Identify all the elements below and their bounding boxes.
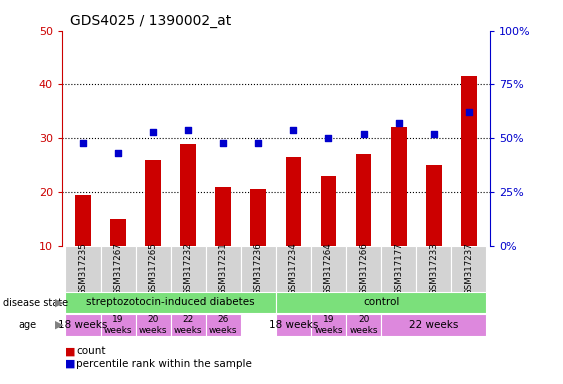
Point — [394, 120, 403, 126]
Bar — [320, 176, 336, 246]
Text: GSM317177: GSM317177 — [394, 242, 403, 295]
Text: 20
weeks: 20 weeks — [139, 315, 167, 334]
Text: GSM317267: GSM317267 — [114, 242, 123, 295]
Text: GSM317231: GSM317231 — [219, 242, 228, 295]
Point — [429, 131, 438, 137]
Bar — [65, 246, 101, 292]
Point — [359, 131, 368, 137]
Bar — [461, 76, 477, 246]
Point — [254, 139, 263, 146]
Point — [78, 139, 87, 146]
Bar — [136, 246, 171, 292]
Bar — [171, 246, 205, 292]
Bar — [276, 314, 311, 336]
Bar — [346, 314, 381, 336]
Text: GSM317232: GSM317232 — [184, 242, 193, 295]
Text: 22
weeks: 22 weeks — [174, 315, 203, 334]
Bar — [180, 144, 196, 246]
Text: count: count — [76, 346, 105, 356]
Bar — [311, 246, 346, 292]
Text: GSM317237: GSM317237 — [464, 242, 473, 295]
Point — [184, 127, 193, 133]
Bar — [426, 165, 441, 246]
Bar — [101, 246, 136, 292]
Text: GSM317265: GSM317265 — [149, 242, 158, 295]
Bar — [391, 127, 406, 246]
Bar — [251, 189, 266, 246]
Text: 19
weeks: 19 weeks — [104, 315, 132, 334]
Text: GSM317266: GSM317266 — [359, 242, 368, 295]
Bar — [101, 314, 136, 336]
Bar — [205, 246, 241, 292]
Text: 26
weeks: 26 weeks — [209, 315, 238, 334]
Point — [324, 135, 333, 141]
Text: disease state: disease state — [3, 298, 68, 308]
Bar — [451, 246, 486, 292]
Bar — [110, 219, 126, 246]
Bar — [276, 246, 311, 292]
Bar — [416, 246, 451, 292]
Bar — [145, 160, 161, 246]
Point — [114, 150, 123, 156]
Bar — [381, 246, 416, 292]
Bar — [136, 314, 171, 336]
Text: 22 weeks: 22 weeks — [409, 320, 458, 330]
Point — [464, 109, 473, 116]
Text: GSM317236: GSM317236 — [254, 242, 263, 295]
Point — [149, 129, 158, 135]
Bar — [65, 292, 276, 313]
Text: ▶: ▶ — [55, 298, 63, 308]
Bar — [356, 154, 372, 246]
Text: 18 weeks: 18 weeks — [269, 320, 318, 330]
Point — [289, 127, 298, 133]
Text: ■: ■ — [65, 346, 75, 356]
Text: GSM317233: GSM317233 — [429, 242, 438, 295]
Text: ■: ■ — [65, 359, 75, 369]
Bar — [241, 246, 276, 292]
Text: 20
weeks: 20 weeks — [349, 315, 378, 334]
Text: ▶: ▶ — [55, 320, 63, 330]
Bar — [346, 246, 381, 292]
Text: GDS4025 / 1390002_at: GDS4025 / 1390002_at — [70, 14, 232, 28]
Text: streptozotocin-induced diabetes: streptozotocin-induced diabetes — [86, 297, 255, 308]
Text: age: age — [18, 320, 36, 330]
Bar — [285, 157, 301, 246]
Text: 18 weeks: 18 weeks — [59, 320, 108, 330]
Bar — [311, 314, 346, 336]
Text: 19
weeks: 19 weeks — [314, 315, 343, 334]
Bar — [65, 314, 101, 336]
Text: GSM317264: GSM317264 — [324, 242, 333, 295]
Point — [219, 139, 228, 146]
Text: GSM317235: GSM317235 — [78, 242, 87, 295]
Text: percentile rank within the sample: percentile rank within the sample — [76, 359, 252, 369]
Bar — [276, 292, 486, 313]
Bar — [205, 314, 241, 336]
Bar — [171, 314, 205, 336]
Bar — [216, 187, 231, 246]
Text: GSM317234: GSM317234 — [289, 242, 298, 295]
Text: control: control — [363, 297, 399, 308]
Bar — [75, 195, 91, 246]
Bar — [381, 314, 486, 336]
